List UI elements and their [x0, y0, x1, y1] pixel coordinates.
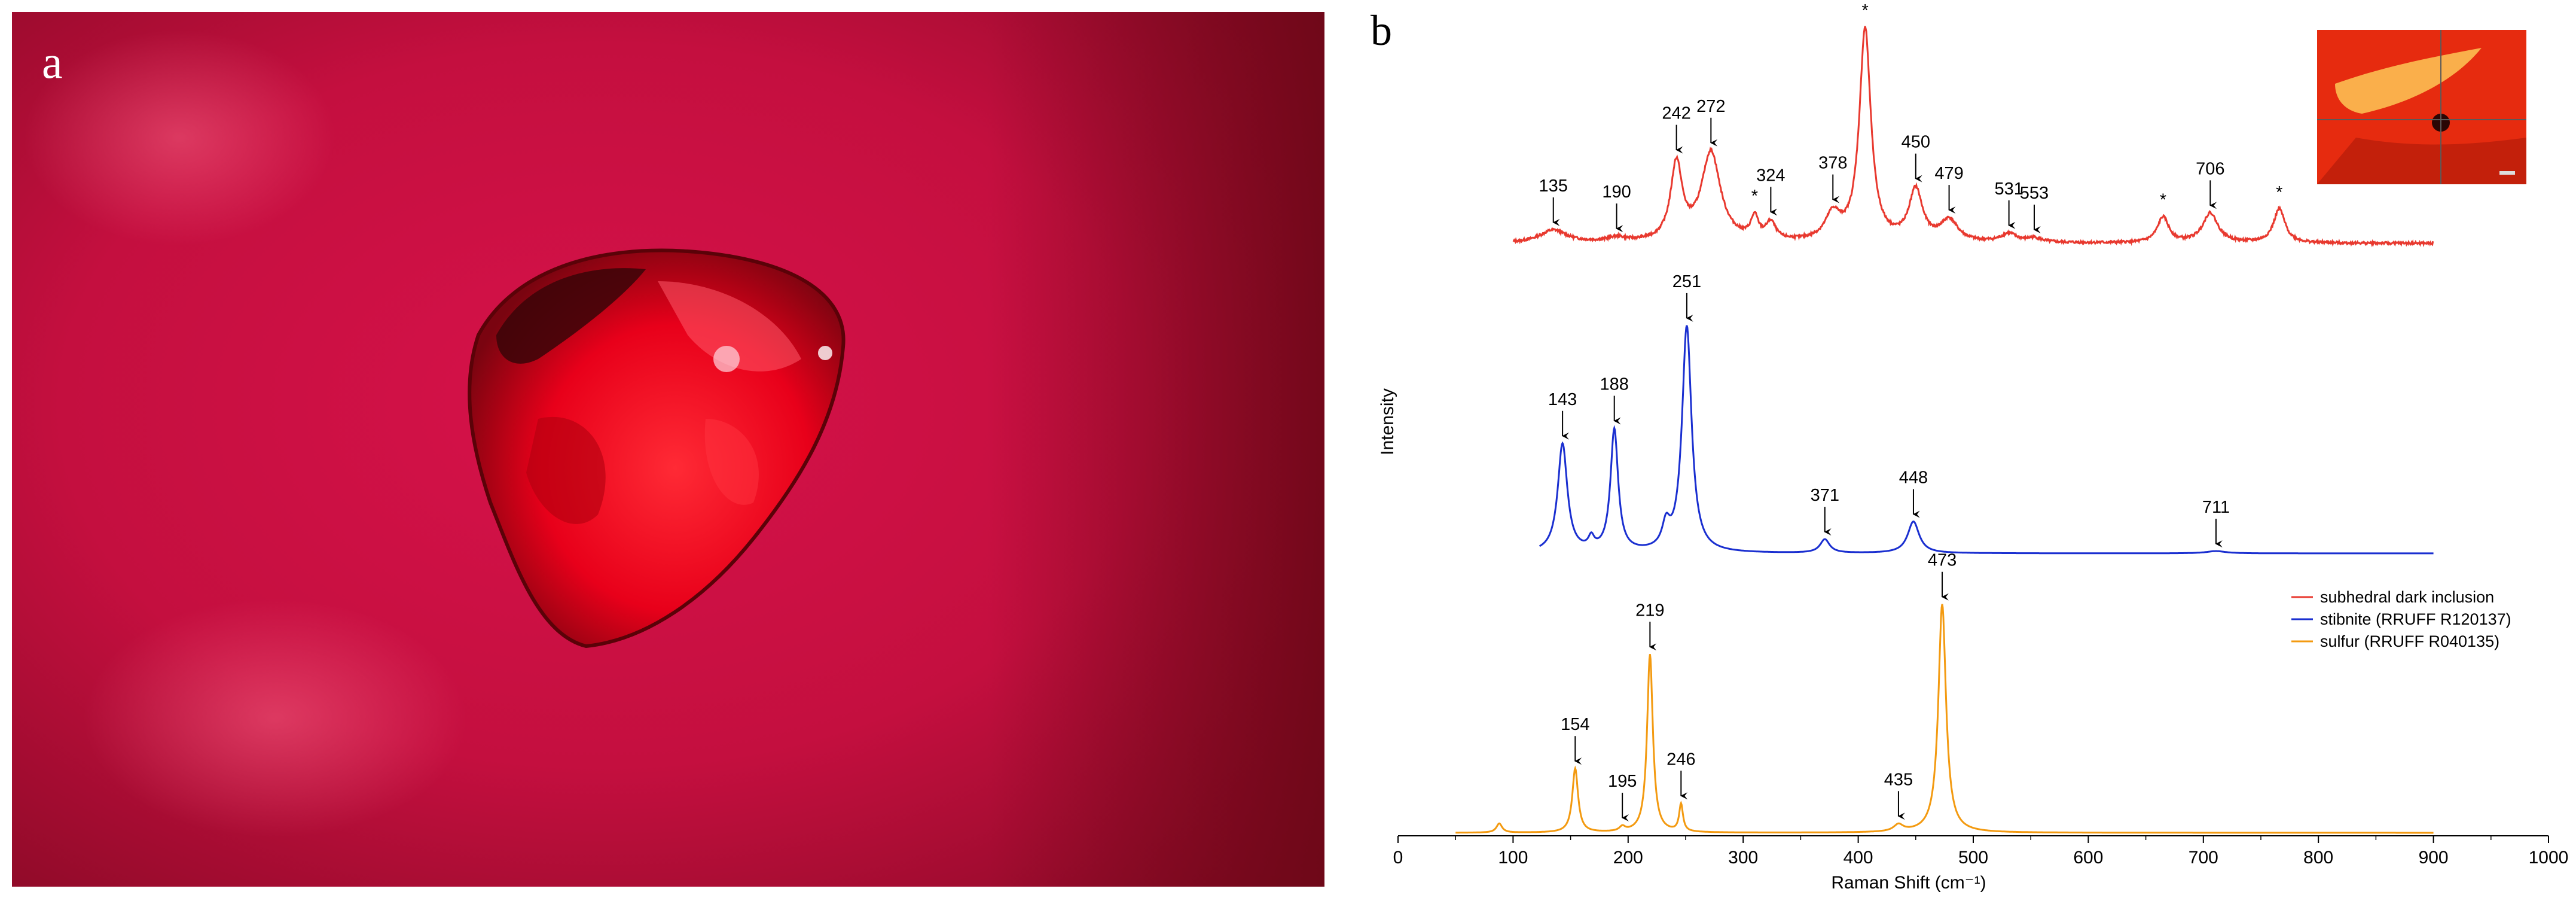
x-tick-label: 800 [2303, 848, 2333, 868]
peak-label-2-3: 246 [1667, 750, 1695, 769]
x-ticks: 0 100 200 300 400 500 600 700 800 900 1000 [1393, 836, 2569, 868]
series-line-0 [1512, 26, 2434, 248]
peak-label-1-4: 448 [1899, 468, 1928, 488]
peak-label-1-0: 143 [1548, 390, 1577, 409]
asterisk-marker-2: * [2160, 191, 2166, 210]
x-tick-label: 500 [1958, 848, 1988, 868]
x-tick-label: 400 [1844, 848, 1873, 868]
legend-label-1: stibnite (RRUFF R120137) [2320, 610, 2511, 628]
x-tick-label: 700 [2189, 848, 2218, 868]
legend: subhedral dark inclusion stibnite (RRUFF… [2291, 588, 2511, 650]
peak-label-0-3: 272 [1696, 97, 1725, 116]
peak-label-0-5: 378 [1818, 154, 1847, 173]
x-axis-title: Raman Shift (cm⁻¹) [1831, 873, 1986, 893]
asterisk-marker-0: * [1751, 187, 1758, 206]
x-tick-label: 200 [1613, 848, 1643, 868]
x-tick-label: 100 [1498, 848, 1528, 868]
raman-chart: b Intensity Raman Shift (cm⁻¹) 0 100 200 30… [1371, 1, 2568, 893]
peak-label-0-1: 190 [1602, 182, 1631, 202]
x-tick-label: 600 [2073, 848, 2103, 868]
panel-label-b: b [1371, 7, 1392, 54]
peak-label-2-2: 219 [1635, 601, 1664, 620]
peak-label-0-4: 324 [1756, 166, 1785, 185]
peak-label-0-6: 450 [1902, 133, 1930, 152]
inset-image [2317, 30, 2526, 184]
peak-label-2-0: 154 [1561, 715, 1589, 734]
series-line-1 [1539, 325, 2434, 555]
peak-label-0-10: 706 [2196, 159, 2224, 178]
x-tick-label: 0 [1393, 848, 1403, 868]
x-tick-label: 1000 [2529, 848, 2569, 868]
photo-haze [24, 30, 335, 245]
photo-right-shadow [987, 12, 1324, 887]
y-axis-title: Intensity [1378, 388, 1397, 455]
peak-label-1-3: 371 [1811, 486, 1839, 505]
photo-haze-2 [84, 598, 466, 838]
asterisk-marker-1: * [1861, 1, 1868, 20]
panel-label-a: a [42, 36, 63, 88]
peak-label-0-9: 553 [2020, 184, 2049, 203]
peak-label-0-0: 135 [1539, 176, 1568, 196]
peak-label-0-7: 479 [1934, 164, 1963, 183]
peak-label-1-1: 188 [1600, 375, 1629, 394]
peak-label-1-2: 251 [1672, 272, 1701, 291]
peak-label-2-5: 473 [1928, 551, 1957, 570]
x-tick-label: 300 [1728, 848, 1758, 868]
x-tick-label: 900 [2419, 848, 2449, 868]
peak-label-1-5: 711 [2202, 498, 2230, 517]
legend-label-2: sulfur (RRUFF R040135) [2320, 632, 2499, 650]
peak-label-0-2: 242 [1662, 104, 1690, 123]
peak-label-2-4: 435 [1884, 770, 1913, 789]
peak-label-2-1: 195 [1608, 772, 1637, 791]
asterisk-marker-3: * [2276, 183, 2282, 202]
peak-label-0-8: 531 [1994, 179, 2023, 199]
legend-label-0: subhedral dark inclusion [2320, 588, 2494, 606]
photo-panel: a [12, 12, 1324, 887]
series-line-2 [1455, 604, 2434, 834]
inclusion-crystal [468, 248, 846, 649]
series-layer [1455, 26, 2434, 834]
